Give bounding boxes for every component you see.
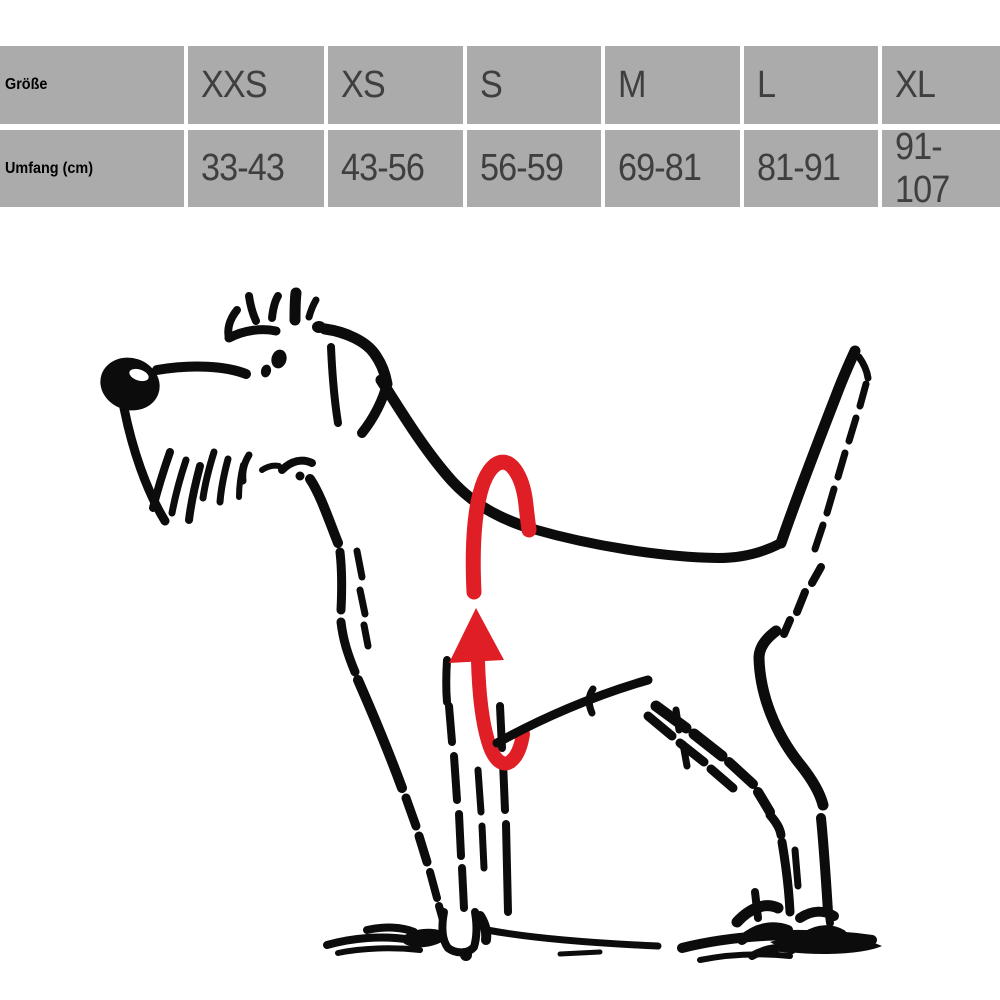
dog-underside-and-ground	[323, 675, 882, 963]
size-cell-xl: XL	[882, 46, 1000, 124]
size-cell-xxs: XXS	[188, 46, 324, 124]
girth-measurement-arrow	[449, 454, 537, 771]
girth-cell-xs: 43-56	[328, 130, 463, 207]
size-row-label-cell: Größe	[0, 46, 184, 124]
ear-inner	[327, 343, 342, 427]
size-cell-m: M	[605, 46, 740, 124]
size-xs: XS	[341, 63, 386, 106]
size-cell-s: S	[467, 46, 601, 124]
girth-row-label-cell: Umfang (cm)	[0, 130, 184, 207]
size-chart-table: Größe XXS XS S M L XL Umfang (cm) 33-43 …	[0, 46, 1000, 207]
girth-cell-s: 56-59	[467, 130, 601, 207]
girth-s: 56-59	[480, 147, 564, 189]
belly-line	[492, 675, 653, 748]
ear-outer	[319, 323, 393, 390]
girth-arrowhead	[449, 608, 504, 663]
nose-highlight	[129, 368, 149, 382]
girth-cell-m: 69-81	[605, 130, 740, 207]
eye	[271, 349, 287, 369]
girth-cell-xl: 91-107	[882, 130, 1000, 207]
girth-loop-top-arc	[465, 454, 537, 600]
size-xl: XL	[895, 63, 936, 106]
girth-xl: 91-107	[895, 130, 950, 207]
tail	[775, 345, 861, 549]
rear-thigh	[753, 625, 829, 811]
size-row-label: Größe	[5, 76, 48, 93]
back-line	[528, 524, 786, 563]
neck-line	[375, 374, 539, 535]
girth-arrow-shaft	[471, 654, 530, 771]
girth-row-label: Umfang (cm)	[5, 159, 94, 177]
nose	[100, 357, 160, 411]
size-m: M	[618, 63, 646, 106]
dog-outline	[100, 287, 872, 924]
front-foot	[438, 908, 481, 957]
size-xxs: XXS	[201, 63, 268, 106]
size-s: S	[480, 63, 503, 106]
size-cell-l: L	[744, 46, 878, 124]
girth-cell-xxs: 33-43	[188, 130, 324, 207]
girth-xxs: 33-43	[201, 147, 285, 189]
size-l: L	[757, 63, 776, 106]
girth-m: 69-81	[618, 147, 702, 189]
girth-l: 81-91	[757, 147, 841, 189]
eye-dot	[260, 364, 272, 378]
size-cell-xs: XS	[328, 46, 463, 124]
girth-cell-l: 81-91	[744, 130, 878, 207]
girth-xs: 43-56	[341, 147, 425, 189]
ground-wedge	[770, 934, 882, 954]
